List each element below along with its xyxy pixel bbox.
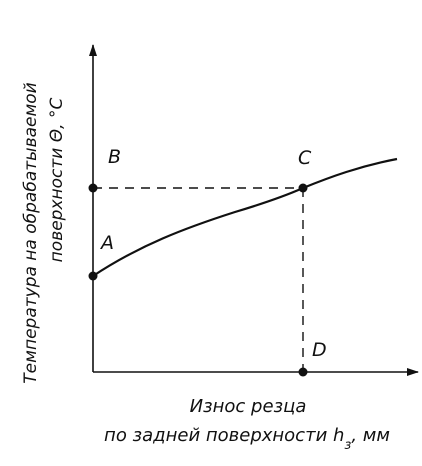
point-b-label: B [108,146,121,168]
x-axis-label-line-2: по задней поверхности hз, мм [104,425,390,453]
temperature-curve [92,157,398,277]
y-axis-label-line-2: поверхности Θ, °С [47,98,67,263]
point-a-label: A [99,232,114,254]
point-b [88,183,98,193]
point-c [298,183,308,193]
point-d-label: D [312,339,327,361]
x-axis-label-line-2-unit: , мм [351,425,390,446]
point-c-label: C [298,147,312,169]
point-d [298,367,308,377]
point-a [88,271,98,281]
x-axis-label-line-2-main: по задней поверхности h [104,425,344,446]
x-axis-label-line-2-subscript: з [344,438,351,453]
x-axis-label-line-1: Износ резца [190,396,307,417]
y-axis-label-line-1: Температура на обрабатываемой [21,82,41,383]
